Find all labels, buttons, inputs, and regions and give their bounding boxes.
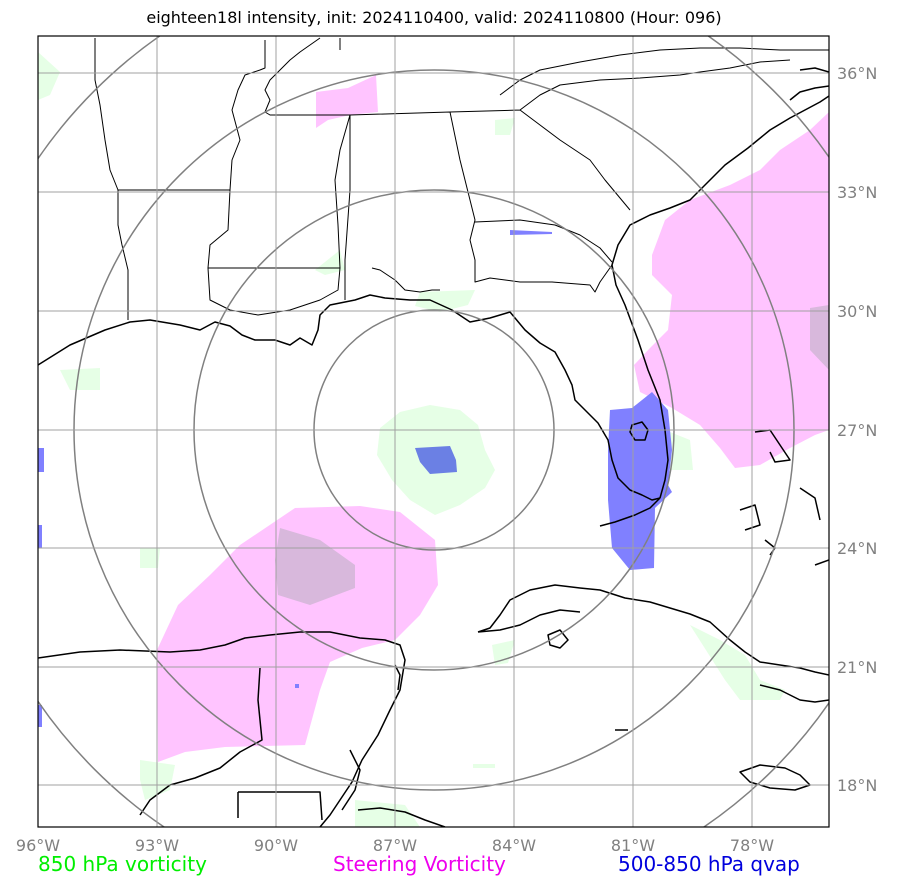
lon-tick-label: 96°W (16, 836, 60, 855)
lon-tick-label: 87°W (373, 836, 417, 855)
lat-tick-label: 33°N (837, 183, 877, 202)
florida-keys (599, 497, 661, 527)
lon-tick-label: 93°W (135, 836, 179, 855)
lat-tick-label: 27°N (837, 421, 877, 440)
vorticity-850-georgia (495, 118, 515, 135)
legend-steering-vorticity: Steering Vorticity (333, 852, 506, 876)
gulf-coast-north (38, 294, 661, 501)
lon-tick-labels: 96°W 93°W 90°W 87°W 84°W 81°W 78°W (16, 836, 774, 855)
lake-okeechobee (629, 421, 649, 441)
vorticity-850-south-central (355, 800, 420, 827)
vorticity-850-west-edge (38, 52, 60, 100)
lat-tick-label: 21°N (837, 658, 877, 677)
lat-tick-labels: 36°N 33°N 30°N 27°N 24°N 21°N 18°N (837, 64, 877, 795)
florida-east-coast (611, 95, 829, 499)
cuba (477, 584, 829, 676)
honduras-coast (357, 807, 446, 827)
steering-vorticity-overlap-east (810, 305, 829, 370)
qvap-florida-area (608, 392, 672, 570)
map-frame (37, 35, 830, 828)
belize-coast (341, 749, 361, 811)
vorticity-850-cuba-east (690, 625, 785, 700)
lon-tick-label: 84°W (492, 836, 536, 855)
legend-qvap: 500-850 hPa qvap (618, 852, 800, 876)
steering-vorticity-gulf-area (157, 506, 438, 762)
graticule (38, 36, 829, 827)
lon-tick-label: 78°W (730, 836, 774, 855)
legend-850-vorticity: 850 hPa vorticity (38, 852, 207, 876)
lat-tick-label: 30°N (837, 302, 877, 321)
bahamas-5 (814, 559, 829, 566)
vorticity-850-central-gulf (140, 548, 160, 568)
steering-vorticity-overlap (275, 528, 355, 605)
qvap-west-edge-2 (38, 525, 42, 548)
atlantic-coast-north (789, 67, 829, 101)
vorticity-850-northeast-gulf (415, 290, 475, 312)
lat-tick-label: 18°N (837, 776, 877, 795)
map-title: eighteen18l intensity, init: 2024110400,… (146, 8, 722, 27)
lat-tick-label: 36°N (837, 64, 877, 83)
qvap-west-edge-3 (38, 705, 42, 727)
qvap-georgia-strip (510, 230, 552, 235)
vorticity-850-texas-coast (60, 368, 100, 390)
qvap-layer (38, 230, 672, 727)
lat-tick-label: 24°N (837, 539, 877, 558)
vorticity-850-layer (38, 52, 785, 827)
vorticity-850-honduras (473, 764, 495, 768)
qvap-storm-core (415, 446, 457, 474)
lon-tick-label: 90°W (254, 836, 298, 855)
state-borders (94, 37, 829, 320)
lon-tick-label: 81°W (611, 836, 655, 855)
qvap-west-edge-1 (38, 448, 44, 472)
isla-juventud (547, 629, 569, 649)
steering-vorticity-east-area (634, 112, 829, 468)
cancun-peninsula (394, 664, 401, 691)
vorticity-850-yucatan-east (492, 640, 515, 665)
vorticity-850-louisiana (315, 250, 345, 275)
qvap-yucatan-dot (295, 684, 299, 688)
bahamas-2 (799, 487, 821, 521)
mexico-border-south (237, 791, 323, 821)
steering-vorticity-layer (157, 75, 829, 762)
hispaniola-west (759, 684, 829, 703)
